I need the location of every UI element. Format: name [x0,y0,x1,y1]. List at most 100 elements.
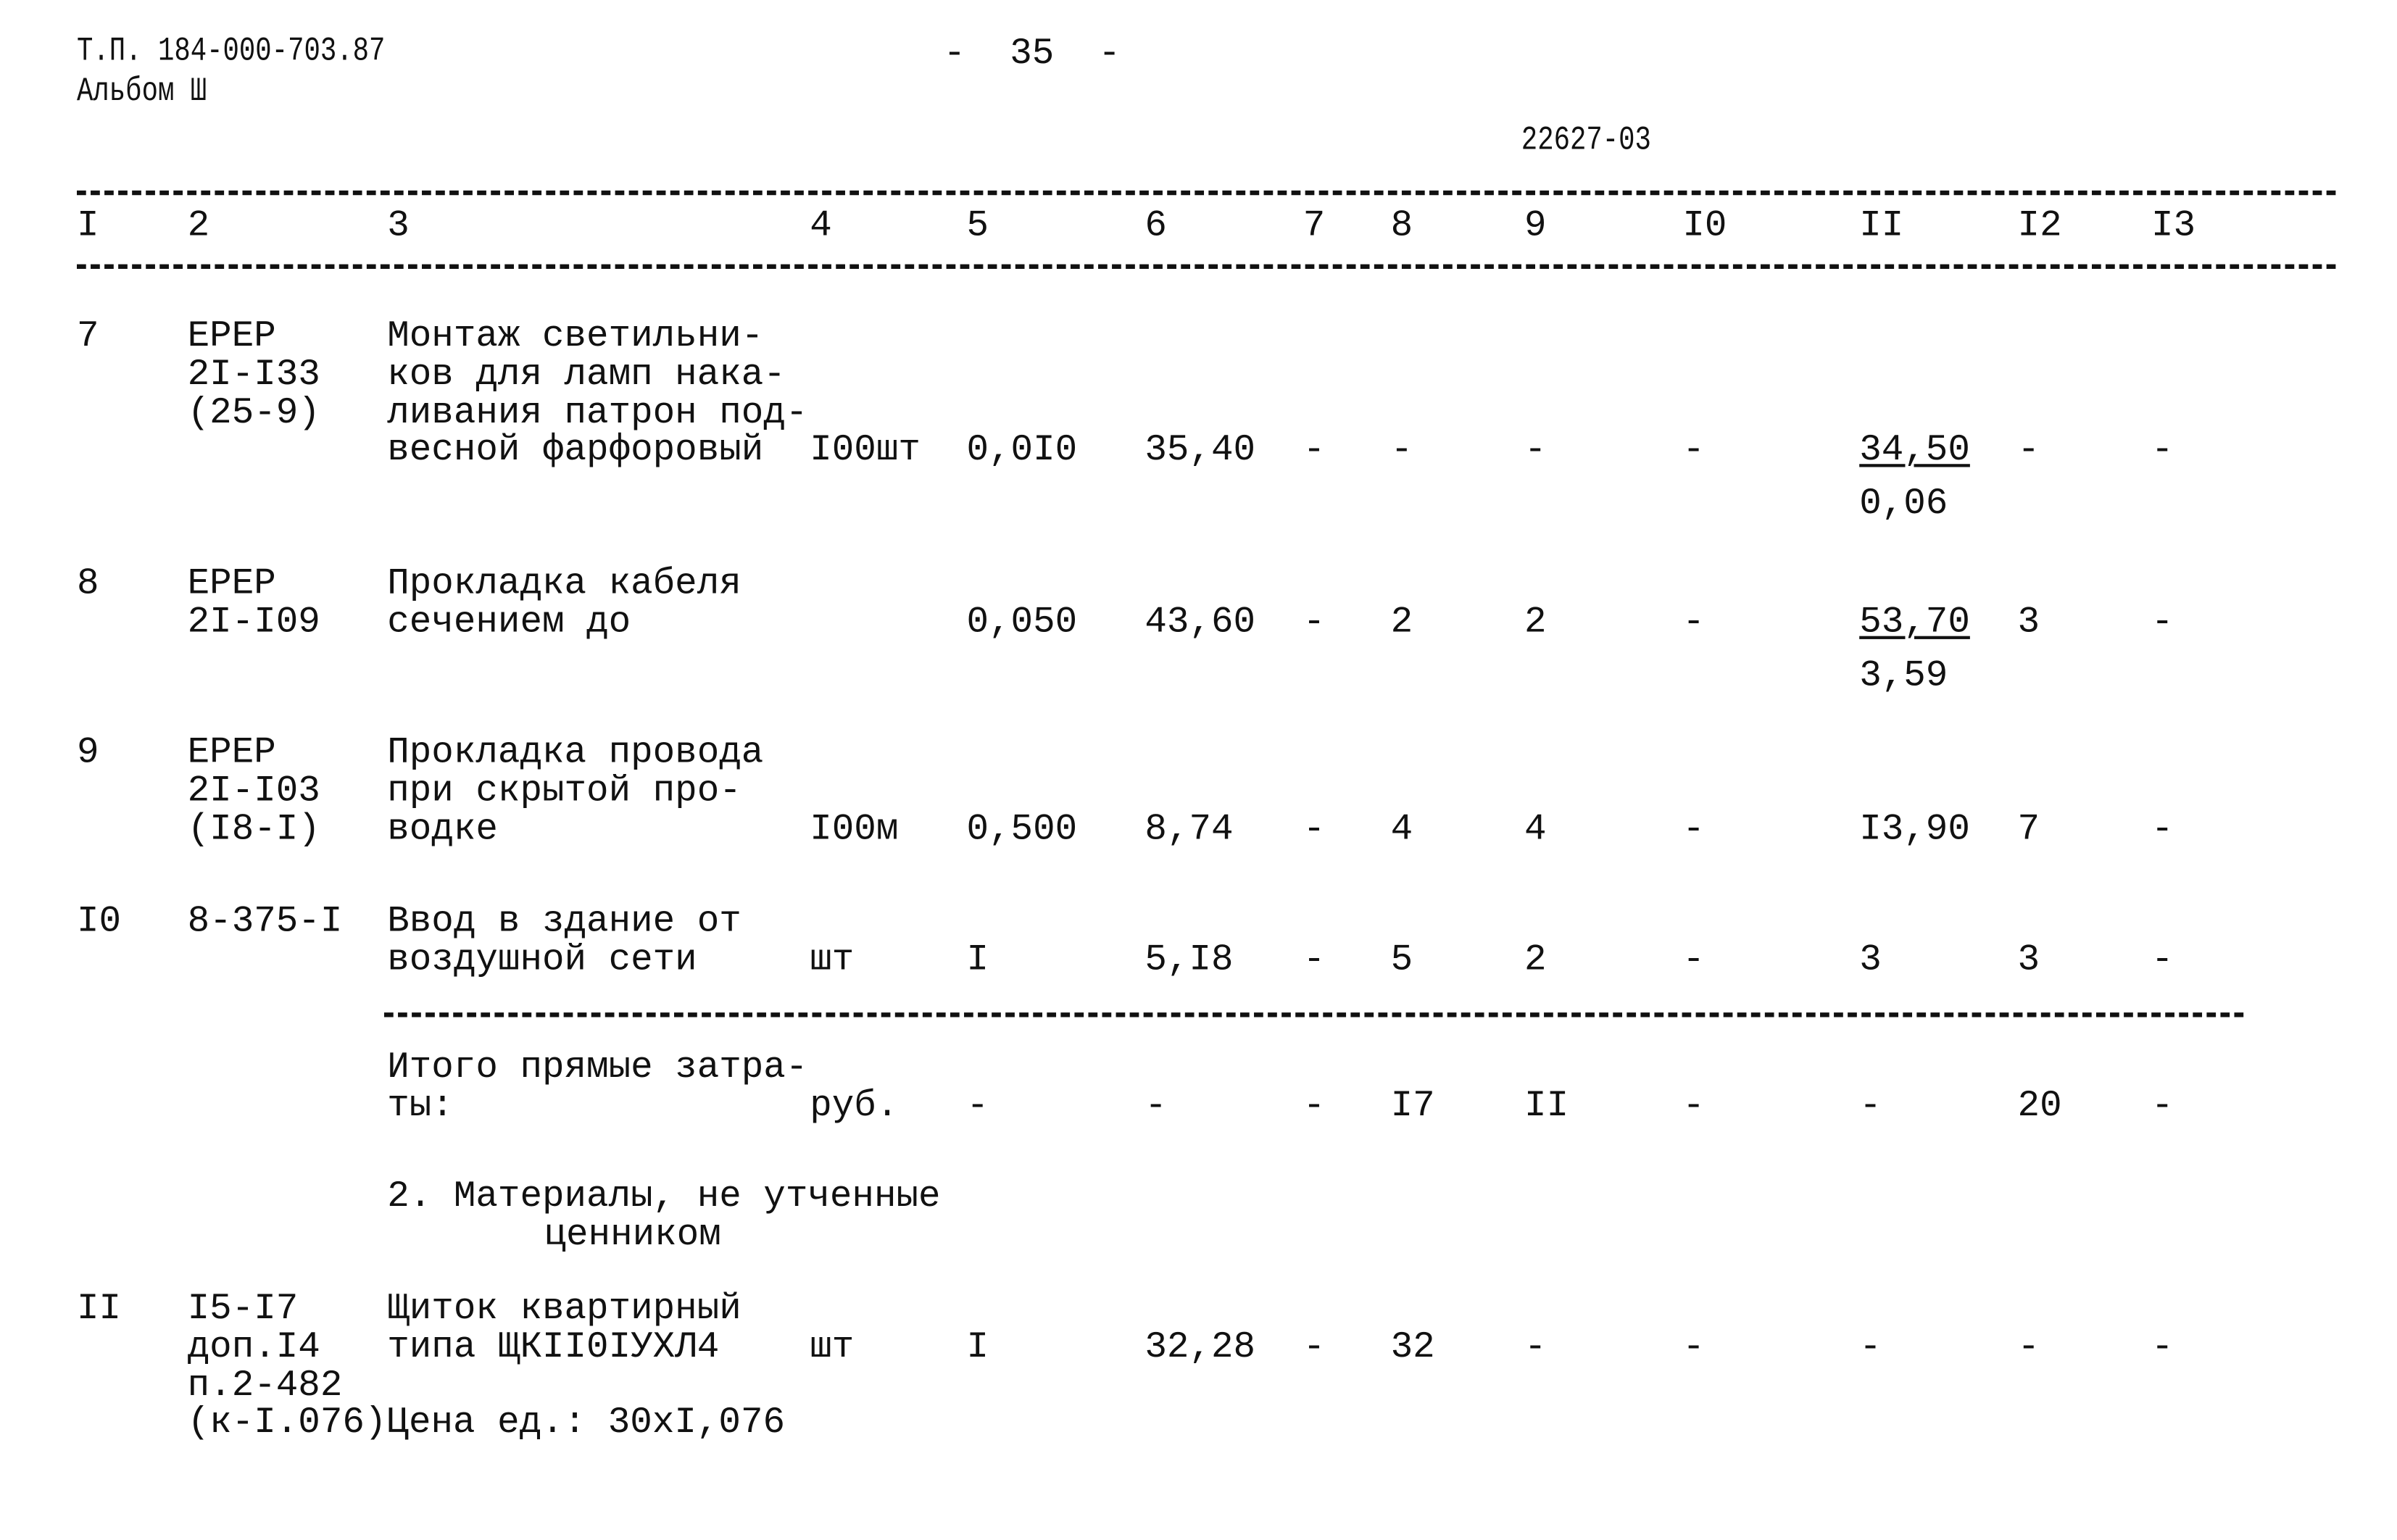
row-cell-col-10: - [1682,1086,1705,1128]
row-description-line: Прокладка кабеля [387,564,741,606]
row-cell-col-9: 2 [1524,602,1547,644]
row-cell-col-12: - [2017,1327,2040,1369]
row-description-line: ков для ламп нака- [387,354,786,396]
column-header-8: 8 [1390,206,1413,248]
row-description-line: Щиток квартирный [387,1289,741,1331]
row-cell-col-13: - [2151,1086,2174,1128]
row-number: II [76,1289,122,1331]
row-cell-col-6: 8,74 [1145,809,1234,851]
row-cell-col-9: - [1524,430,1547,473]
row-cell-col-12: 7 [2017,809,2040,851]
row-cell-col-12: 20 [2017,1086,2062,1128]
row-description-line: при скрытой про- [387,770,741,813]
row-cell-col-11: 53,70 [1859,602,1970,644]
row-cell-col-13: - [2151,1327,2174,1369]
row-cell-col-8: I7 [1390,1086,1435,1128]
row-code-line: ЕРЕР [187,316,276,358]
row-cell-col-7: - [1303,940,1326,982]
subtotal-divider [384,1012,2244,1017]
row-number: 9 [76,733,99,775]
section-title: 2. Материалы, не утченные [387,1176,941,1219]
row-number: 8 [76,564,99,606]
row-description-line: ты: [387,1086,454,1128]
row-cell-col-5: - [966,1086,989,1128]
row-cell-col-11: 3 [1859,940,1882,982]
row-cell-col-5: 0,500 [966,809,1078,851]
row-unit: шт [810,1327,855,1369]
header-top-divider [76,190,2336,196]
row-cell-col-11: I3,90 [1859,809,1970,851]
row-cell-col-6: 43,60 [1145,602,1256,644]
column-header-4: 4 [810,206,832,248]
row-cell-col-5: I [966,940,989,982]
row-cell-col-13: - [2151,602,2174,644]
row-cell-col-9: 2 [1524,940,1547,982]
row-cell-col-12: - [2017,430,2040,473]
column-header-11: II [1859,206,1904,248]
row-cell-col-11-sub: 3,59 [1859,655,1948,698]
row-cell-col-7: - [1303,430,1326,473]
row-description-line: Ввод в здание от [387,902,741,944]
row-cell-col-9: II [1524,1086,1569,1128]
row-cell-col-10: - [1682,1327,1705,1369]
row-cell-col-6: 32,28 [1145,1327,1256,1369]
page-number: - 35 - [943,33,1121,75]
row-cell-col-10: - [1682,940,1705,982]
row-cell-col-8: 32 [1390,1327,1435,1369]
row-code-line: доп.I4 [187,1327,320,1369]
row-description-line: водке [387,809,498,851]
row-cell-col-8: - [1390,430,1413,473]
row-code-line: (25-9) [187,392,320,435]
column-header-10: I0 [1682,206,1727,248]
row-cell-col-5: 0,0I0 [966,430,1078,473]
row-cell-col-6: 35,40 [1145,430,1256,473]
row-description-line: воздушной сети [387,940,697,982]
row-code-line: 8-375-I [187,902,343,944]
column-header-12: I2 [2017,206,2062,248]
column-header-1: I [76,206,99,248]
row-unit: шт [810,940,855,982]
section-title-continued: ценником [544,1215,721,1257]
row-cell-col-11-sub: 0,06 [1859,484,1948,526]
row-cell-col-6: 5,I8 [1145,940,1234,982]
row-cell-col-8: 2 [1390,602,1413,644]
column-header-6: 6 [1145,206,1167,248]
row-code-line: (к-I.076)Цена ед.: 30хI,076 [187,1403,786,1445]
row-cell-col-13: - [2151,809,2174,851]
row-number: 7 [76,316,99,358]
row-cell-col-12: 3 [2017,940,2040,982]
row-code-line: ЕРЕР [187,733,276,775]
document-code: Т.П. 184-000-703.87 [76,32,386,71]
row-cell-col-7: - [1303,1086,1326,1128]
row-cell-col-7: - [1303,1327,1326,1369]
row-cell-col-5: I [966,1327,989,1369]
row-code-line: (I8-I) [187,809,320,851]
row-unit: I00м [810,809,899,851]
row-code-line: I5-I7 [187,1289,299,1331]
row-cell-col-8: 5 [1390,940,1413,982]
row-description-line: Прокладка провода [387,733,764,775]
row-unit: I00шт [810,430,921,473]
row-cell-col-9: 4 [1524,809,1547,851]
row-description-line: ливания патрон под- [387,392,808,435]
row-code-line: 2I-I33 [187,354,320,396]
row-cell-col-9: - [1524,1327,1547,1369]
row-cell-col-8: 4 [1390,809,1413,851]
row-cell-col-7: - [1303,809,1326,851]
row-cell-col-12: 3 [2017,602,2040,644]
row-code-line: 2I-I09 [187,602,320,644]
row-description-line: сечением до [387,602,631,644]
sheet-code: 22627-03 [1521,121,1651,160]
row-description-line: Итого прямые затра- [387,1047,808,1090]
row-unit: руб. [810,1086,899,1128]
row-code-line: ЕРЕР [187,564,276,606]
row-number: I0 [76,902,122,944]
column-header-13: I3 [2151,206,2196,248]
row-cell-col-10: - [1682,430,1705,473]
row-description-line: весной фарфоровый [387,430,764,473]
row-code-line: 2I-I03 [187,770,320,813]
row-cell-col-11: - [1859,1327,1882,1369]
row-cell-col-13: - [2151,940,2174,982]
column-header-9: 9 [1524,206,1547,248]
